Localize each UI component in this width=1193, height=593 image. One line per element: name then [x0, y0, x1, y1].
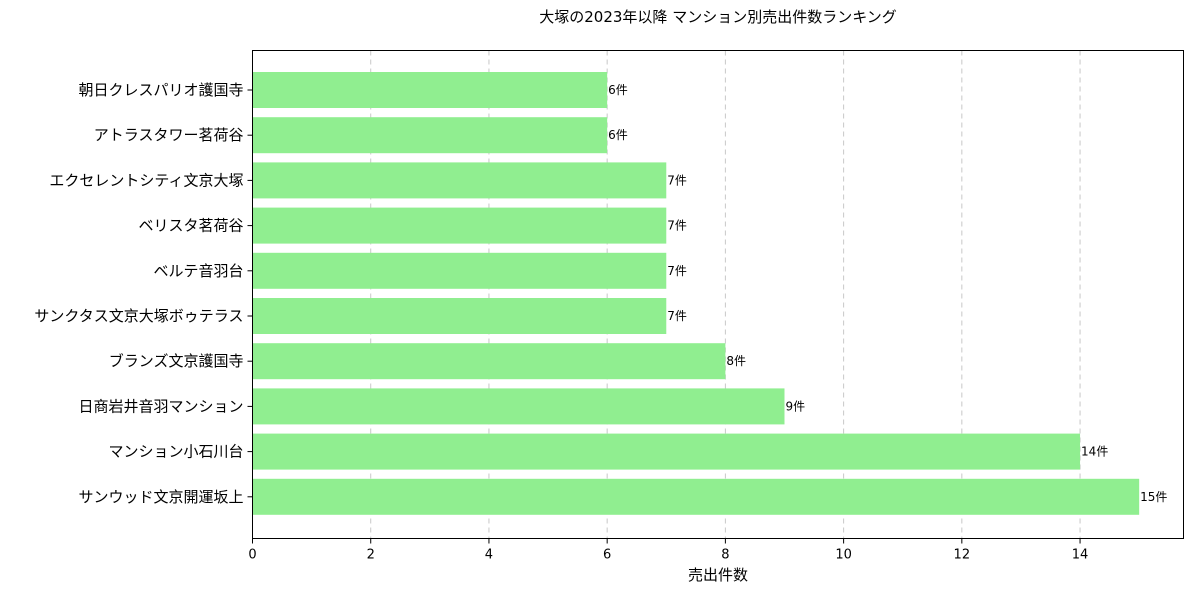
category-label: マンション小石川台 [108, 443, 243, 461]
x-tick-label: 12 [954, 548, 971, 563]
data-label: 7件 [667, 173, 687, 187]
x-tick-label: 6 [603, 548, 611, 563]
data-label: 9件 [786, 399, 806, 413]
bar [252, 433, 1081, 470]
x-tick-label: 14 [1072, 548, 1089, 563]
x-tick-label: 4 [485, 548, 493, 563]
x-tick-label: 8 [721, 548, 729, 563]
x-ticks-group: 0 2 4 6 8 10 12 14 [248, 538, 1089, 563]
category-label: 朝日クレスパリオ護国寺 [78, 81, 243, 99]
data-labels-group: 6件 6件 7件 7件 7件 7件 8件 9件 14件 15件 [608, 83, 1167, 504]
category-label: ブランズ文京護国寺 [109, 352, 244, 370]
data-label: 8件 [726, 354, 746, 368]
x-tick-label: 2 [367, 548, 375, 563]
bar [252, 252, 667, 289]
data-label: 6件 [608, 128, 628, 142]
category-label: サンクタス文京大塚ボゥテラス [34, 307, 243, 325]
bar [252, 117, 608, 154]
x-tick-label: 0 [248, 548, 256, 563]
x-tick-label: 10 [835, 548, 852, 563]
bar [252, 207, 667, 244]
category-label: サンウッド文京開運坂上 [78, 488, 243, 506]
bars-group [252, 72, 1140, 515]
category-labels-group: 朝日クレスパリオ護国寺アトラスタワー茗荷谷エクセレントシティ文京大塚ベリスタ茗荷… [34, 81, 253, 506]
category-label: アトラスタワー茗荷谷 [94, 126, 244, 144]
data-label: 6件 [608, 83, 628, 97]
bar [252, 478, 1140, 515]
chart-title: 大塚の2023年以降 マンション別売出件数ランキング [539, 8, 897, 26]
data-label: 14件 [1081, 445, 1108, 459]
bar [252, 162, 667, 199]
data-label: 7件 [667, 264, 687, 278]
bar [252, 388, 785, 425]
category-label: 日商岩井音羽マンション [78, 397, 243, 415]
bar [252, 343, 726, 380]
bar [252, 298, 667, 334]
data-label: 15件 [1140, 490, 1167, 504]
bar [252, 72, 608, 108]
data-label: 7件 [667, 219, 687, 233]
category-label: ベルテ音羽台 [153, 262, 243, 280]
x-axis-label: 売出件数 [688, 566, 748, 584]
plot-frame [252, 50, 1184, 539]
data-label: 7件 [667, 309, 687, 323]
category-label: エクセレントシティ文京大塚 [49, 171, 243, 189]
category-label: ベリスタ茗荷谷 [138, 217, 243, 235]
